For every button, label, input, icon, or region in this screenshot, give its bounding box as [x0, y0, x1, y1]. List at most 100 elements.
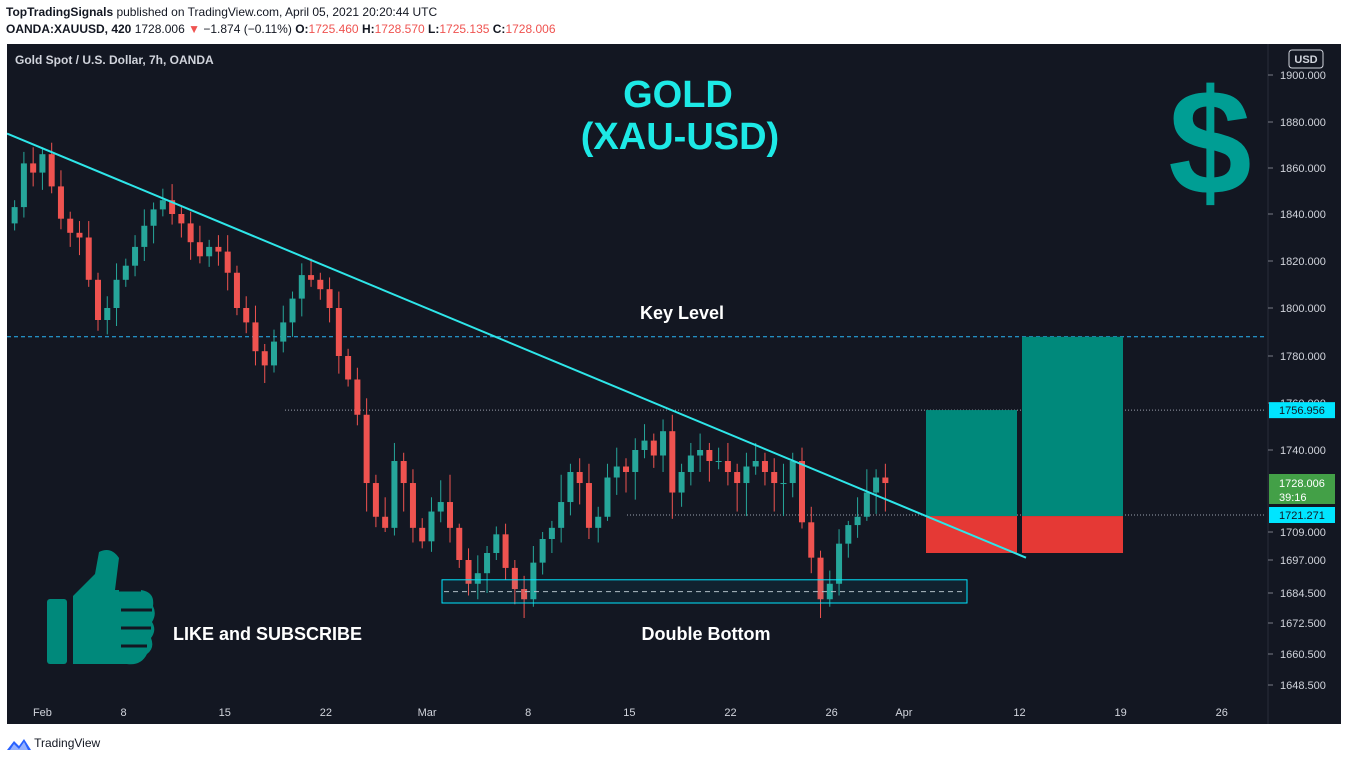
candle — [95, 272, 101, 331]
low-label: L: — [428, 22, 440, 36]
candle — [447, 474, 453, 543]
candle-body — [335, 308, 342, 356]
key-level-label: Key Level — [640, 303, 724, 323]
downtrend-line[interactable] — [7, 132, 1027, 559]
candle — [734, 463, 741, 512]
bar-countdown: 39:16 — [1279, 492, 1307, 504]
double-bottom-label: Double Bottom — [642, 624, 771, 644]
candle-body — [641, 440, 648, 450]
candle — [669, 414, 676, 519]
candle — [419, 518, 426, 549]
candle-body — [252, 322, 259, 352]
candle — [604, 463, 611, 521]
candle-body — [706, 450, 713, 462]
candle-body — [30, 163, 37, 173]
candle-body — [261, 351, 268, 366]
candle — [67, 211, 74, 247]
candle — [104, 296, 111, 335]
candle-body — [650, 440, 657, 456]
price-tick-label: 1780.000 — [1280, 351, 1326, 363]
open-value: 1725.460 — [308, 22, 359, 36]
candle-body — [678, 472, 685, 493]
candle-body — [419, 527, 426, 542]
candle-body — [595, 516, 602, 528]
candle — [196, 225, 203, 264]
price-labels: 1756.956 1728.006 39:16 1721.271 — [1269, 402, 1335, 523]
like-subscribe-label: LIKE and SUBSCRIBE — [173, 624, 362, 644]
candle — [150, 202, 157, 244]
candle-body — [437, 502, 444, 512]
time-tick-label: Mar — [418, 707, 437, 719]
candle-body — [585, 483, 592, 528]
candle — [595, 506, 602, 543]
candle-body — [382, 516, 389, 528]
symbol-label: OANDA:XAUUSD, 420 — [6, 22, 132, 36]
price-tick-label: 1648.500 — [1280, 680, 1326, 692]
candle — [697, 433, 704, 473]
candle — [502, 523, 509, 580]
candle-body — [178, 214, 185, 224]
open-label: O: — [295, 22, 309, 36]
candle — [20, 151, 27, 218]
chart-panel[interactable]: Gold Spot / U.S. Dollar, 7h, OANDA GOLD … — [7, 44, 1341, 724]
low-value: 1725.135 — [439, 22, 490, 36]
candle — [817, 550, 824, 618]
candle — [576, 458, 583, 505]
price-tick-label: 1800.000 — [1280, 303, 1326, 315]
price-level-label: 1756.956 — [1269, 402, 1335, 419]
candle-body — [57, 186, 64, 219]
candle — [474, 555, 481, 600]
candle-body — [345, 356, 352, 380]
chart-svg[interactable]: Gold Spot / U.S. Dollar, 7h, OANDA GOLD … — [7, 44, 1341, 724]
trendline-layer — [7, 132, 1027, 559]
candle-body — [39, 154, 46, 173]
candle — [660, 419, 667, 473]
candle — [465, 548, 472, 596]
candle — [613, 447, 620, 495]
target-profit-box[interactable] — [1022, 336, 1123, 517]
last-price-value: 1728.006 — [1279, 478, 1325, 490]
currency-badge[interactable]: USD — [1288, 49, 1324, 69]
stop-loss-box[interactable] — [1022, 516, 1123, 553]
candle-body — [317, 279, 324, 290]
publisher-name[interactable]: TopTradingSignals — [6, 5, 114, 19]
candle — [678, 463, 685, 507]
last-price-label: 1728.006 39:16 — [1269, 474, 1335, 504]
candle — [539, 532, 546, 575]
candle-body — [95, 279, 101, 320]
price-tick-label: 1684.500 — [1280, 588, 1326, 600]
candle — [178, 207, 185, 238]
target-profit-box[interactable] — [926, 410, 1017, 517]
candle — [372, 474, 379, 528]
candle — [30, 147, 37, 187]
candle — [752, 442, 759, 475]
candle — [215, 235, 222, 266]
time-tick-label: 15 — [623, 707, 635, 719]
candle — [132, 235, 139, 277]
candle-body — [771, 472, 778, 484]
high-value: 1728.570 — [374, 22, 425, 36]
candle — [873, 469, 880, 514]
candle — [706, 442, 713, 482]
main-title-line-1: GOLD — [623, 74, 733, 116]
candle-body — [456, 527, 463, 560]
currency-label: USD — [1294, 54, 1317, 66]
double-bottom-zone[interactable] — [441, 579, 968, 604]
close-value: 1728.006 — [505, 22, 556, 36]
candle-body — [280, 322, 287, 342]
candle-body — [493, 534, 500, 553]
candle — [530, 546, 537, 607]
candle — [808, 506, 815, 574]
candle-body — [363, 414, 370, 484]
ohlc-bar: OANDA:XAUUSD, 420 1728.006 ▼ −1.874 (−0.… — [6, 22, 556, 36]
candle-body — [48, 154, 55, 187]
candle-body — [567, 472, 574, 503]
footer-brand[interactable]: TradingView — [7, 736, 100, 754]
candle — [187, 211, 194, 260]
candle — [11, 200, 18, 231]
price-axis: 1900.000 1880.000 1860.000 1840.000 1820.000… — [1267, 44, 1326, 724]
last-price: 1728.006 — [134, 22, 185, 36]
candle — [159, 188, 166, 217]
candle — [558, 474, 565, 543]
candle — [141, 209, 148, 261]
